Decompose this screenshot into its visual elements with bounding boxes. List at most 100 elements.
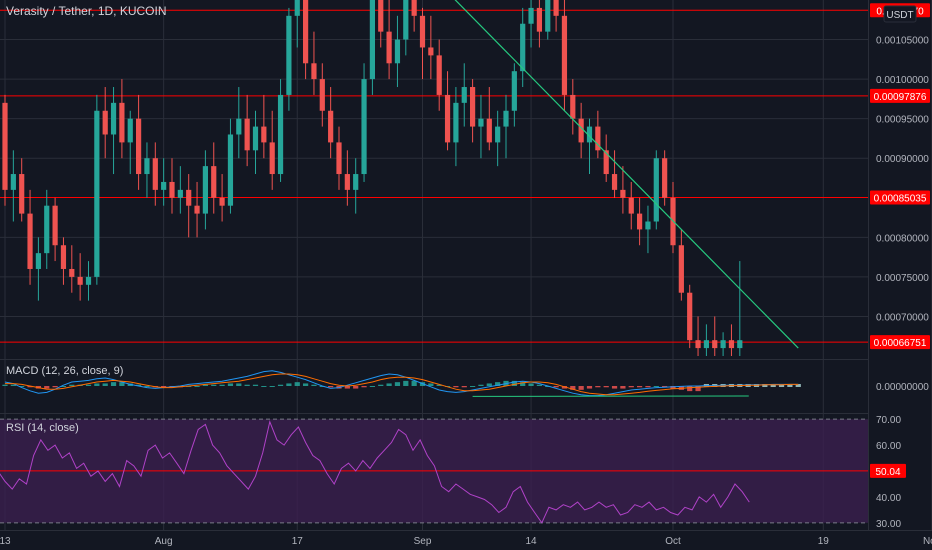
hline-badge-label: 0.00097876	[874, 92, 927, 103]
rsi-series-line	[0, 420, 750, 524]
candle-body	[328, 110, 334, 143]
rsi-tick-label: 40.00	[876, 493, 901, 504]
macd-histogram-bar	[110, 382, 117, 386]
macd-histogram-bar	[495, 382, 501, 386]
candle-body	[378, 0, 384, 32]
hline-badge	[870, 190, 930, 205]
rsi-line	[0, 420, 750, 524]
candle-body	[127, 118, 133, 143]
candle-body	[202, 166, 208, 214]
macd-histogram-bar	[19, 386, 25, 387]
currency-badge[interactable]: USDT	[883, 5, 917, 23]
candle-body	[653, 158, 659, 222]
candle-body	[336, 142, 342, 175]
candle-body	[261, 126, 267, 143]
candle-body	[177, 189, 183, 198]
rsi-pane-divider[interactable]	[0, 413, 868, 414]
hline-badge	[870, 88, 930, 103]
candle-body	[545, 0, 551, 32]
time-labels: 13Aug17Sep14Oct19Nov16Dec14	[0, 536, 932, 547]
candle-body	[361, 79, 367, 175]
candle-body	[353, 174, 359, 190]
candle-body	[35, 253, 41, 269]
candle-body	[2, 102, 8, 190]
macd-histogram-bar	[102, 383, 108, 386]
macd-pane-divider[interactable]	[0, 359, 868, 360]
macd-histogram-bar	[403, 380, 409, 386]
macd-histogram-bar	[261, 386, 267, 387]
candle-body	[294, 0, 300, 16]
candle-body	[461, 87, 467, 103]
candle-body	[152, 158, 158, 190]
candle-body	[19, 174, 25, 214]
macd-histogram-bar	[486, 383, 492, 386]
macd-histogram-bar	[770, 384, 776, 387]
candle-body	[703, 340, 709, 349]
candle-body	[102, 110, 108, 135]
candle-body	[69, 268, 75, 277]
time-label: Sep	[414, 536, 432, 547]
macd-histogram-bar	[361, 386, 367, 388]
candle-body	[536, 7, 542, 32]
macd-histogram-bar	[119, 382, 125, 386]
macd-histogram-bar	[520, 382, 526, 386]
candle-body	[603, 150, 609, 175]
macd-histogram-bar	[202, 384, 208, 386]
macd-histogram-bar	[528, 383, 534, 386]
rsi-badge	[870, 463, 906, 478]
candle-body	[44, 205, 50, 254]
macd-lines	[4, 370, 799, 397]
candle-body	[169, 181, 175, 198]
trendline-segment	[454, 0, 799, 349]
macd-histogram-bar	[436, 384, 442, 386]
price-ticks: 0.00105000 0.00100000 0.00095000 0.00090000…	[876, 36, 929, 324]
rsi-pane[interactable]: RSI (14, close)	[0, 413, 868, 524]
macd-histogram-bar	[411, 380, 417, 386]
candle-body	[136, 118, 142, 175]
candle-body	[119, 102, 125, 143]
macd-pane[interactable]: MACD (12, 26, close, 9)	[0, 359, 868, 397]
rsi-legend[interactable]: RSI (14, close)	[6, 422, 79, 434]
macd-histogram-bar	[144, 386, 150, 387]
candle-body	[720, 340, 726, 349]
macd-histogram-bar	[378, 384, 384, 386]
rsi-tick-label: 30.00	[876, 519, 901, 530]
macd-histogram-bar	[303, 383, 309, 386]
candle-body	[144, 158, 150, 175]
candle-body	[478, 118, 484, 127]
macd-histogram-bar	[645, 386, 651, 388]
trendline[interactable]	[448, 0, 799, 349]
macd-histogram-bar	[470, 386, 476, 387]
time-axis[interactable]: 13Aug17Sep14Oct19Nov16Dec14	[0, 530, 932, 547]
candle-body	[528, 7, 534, 24]
candle-body	[444, 94, 451, 143]
candle-body	[561, 15, 568, 95]
price-pane[interactable]: Verasity / Tether, 1D, KUCOIN	[0, 0, 932, 530]
candle-body	[219, 197, 225, 206]
candle-body	[712, 340, 718, 349]
candle-body	[252, 126, 259, 151]
candle-body	[10, 174, 16, 190]
candle-body	[303, 0, 309, 64]
candle-body	[595, 126, 601, 151]
candle-body	[161, 181, 167, 190]
macd-histogram-bar	[653, 386, 659, 387]
macd-histogram-bar	[511, 380, 517, 386]
macd-histogram-bar	[311, 384, 317, 386]
macd-histogram-bar	[611, 386, 618, 389]
candle-body	[110, 102, 117, 135]
candle-body	[311, 63, 317, 80]
hline-badge-label: 0.00085035	[874, 194, 927, 205]
macd-histogram-bar	[328, 386, 334, 388]
price-scale[interactable]: 0.00105000 0.00100000 0.00095000 0.00090000…	[868, 0, 930, 530]
time-axis-divider	[0, 530, 932, 531]
signal-line	[5, 373, 799, 396]
candle-body	[737, 340, 743, 349]
macd-legend[interactable]: MACD (12, 26, close, 9)	[6, 365, 123, 377]
macd-histogram-bar	[687, 386, 693, 392]
candle-body	[520, 23, 526, 72]
macd-histogram-bar	[27, 386, 33, 388]
macd-histogram-bar	[353, 386, 359, 389]
macd-histogram-bar	[10, 384, 16, 386]
